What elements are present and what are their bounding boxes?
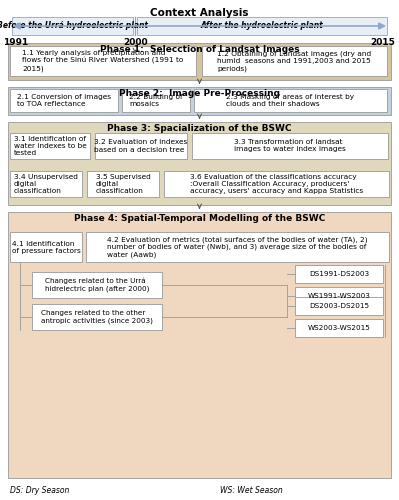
Text: After the hydroelectric plant: After the hydroelectric plant [201,22,324,30]
FancyBboxPatch shape [32,272,162,298]
Text: DS: Dry Season: DS: Dry Season [10,486,69,495]
FancyBboxPatch shape [194,89,387,112]
FancyBboxPatch shape [10,133,90,159]
Text: 3.2 Evaluation of indexes
based on a decision tree: 3.2 Evaluation of indexes based on a dec… [95,140,188,152]
FancyBboxPatch shape [32,304,162,330]
Text: 3.1 Identification of
water indexes to be
tested: 3.1 Identification of water indexes to b… [14,136,86,156]
Text: WS: Wet Season: WS: Wet Season [220,486,283,495]
FancyBboxPatch shape [137,17,387,35]
Text: Phase 1:  Selecction of Landsat Images: Phase 1: Selecction of Landsat Images [100,45,299,54]
Text: Before the Urrá hydroelectric plant: Before the Urrá hydroelectric plant [0,22,148,30]
Text: Context Analysis: Context Analysis [150,8,249,18]
Text: Phase 3: Spacialization of the BSWC: Phase 3: Spacialization of the BSWC [107,124,292,133]
FancyBboxPatch shape [10,46,196,76]
FancyBboxPatch shape [8,212,391,478]
FancyBboxPatch shape [95,133,187,159]
FancyBboxPatch shape [192,133,388,159]
FancyBboxPatch shape [295,287,383,305]
FancyBboxPatch shape [10,232,82,262]
Text: 2.1 Conversion of images
to TOA reflectance: 2.1 Conversion of images to TOA reflecta… [17,94,111,107]
Text: 1.1 Yearly analysis of precipitation and
flows for the Sinú River Watershed (199: 1.1 Yearly analysis of precipitation and… [22,50,184,72]
FancyBboxPatch shape [201,46,387,76]
Text: Changes related to the Urrá
hidrelectric plan (after 2000): Changes related to the Urrá hidrelectric… [45,278,149,292]
FancyBboxPatch shape [295,319,383,337]
Text: 4.1 Identification
of pressure factors: 4.1 Identification of pressure factors [12,240,80,254]
Text: DS1991-DS2003: DS1991-DS2003 [309,271,369,277]
Text: 1991: 1991 [3,38,29,47]
FancyBboxPatch shape [8,122,391,205]
FancyBboxPatch shape [10,89,118,112]
Text: 3.4 Unsupervised
digital
classification: 3.4 Unsupervised digital classification [14,174,78,194]
FancyBboxPatch shape [86,232,389,262]
Text: WS2003-WS2015: WS2003-WS2015 [308,325,370,331]
Text: DS2003-DS2015: DS2003-DS2015 [309,303,369,309]
FancyBboxPatch shape [8,87,391,115]
Text: 3.3 Transformation of landsat
images to water index images: 3.3 Transformation of landsat images to … [234,140,346,152]
FancyBboxPatch shape [164,171,389,197]
FancyBboxPatch shape [295,265,383,283]
Text: 3.6 Evaluation of the classifications accuracy
:Overall Classification Accuracy,: 3.6 Evaluation of the classifications ac… [190,174,363,194]
FancyBboxPatch shape [12,17,133,35]
Text: 1.2 Obtaining of Landsat images (dry and
humid  seasons and 1991,2003 and 2015
p: 1.2 Obtaining of Landsat images (dry and… [217,50,371,71]
FancyBboxPatch shape [8,43,391,80]
Text: 4.2 Evaluation of metrics (total surfaces of the bodies of water (TA), 2)
number: 4.2 Evaluation of metrics (total surface… [107,236,368,258]
Text: 2000: 2000 [123,38,147,47]
FancyBboxPatch shape [122,89,190,112]
Text: Changes related to the other
antropic activities (since 2003): Changes related to the other antropic ac… [41,310,153,324]
FancyBboxPatch shape [87,171,159,197]
Text: Phase 4: Spatial-Temporal Modelling of the BSWC: Phase 4: Spatial-Temporal Modelling of t… [74,214,325,223]
Text: Phase 2:  Image Pre-Processing: Phase 2: Image Pre-Processing [119,89,280,98]
Text: 2.2 Building of
mosaics: 2.2 Building of mosaics [129,94,183,107]
FancyBboxPatch shape [295,297,383,315]
Text: 2.3 Masking of areas of interest by
clouds and their shadows: 2.3 Masking of areas of interest by clou… [227,94,355,107]
Text: 2015: 2015 [371,38,395,47]
FancyBboxPatch shape [10,171,82,197]
Text: 3.5 Supervised
digital
classification: 3.5 Supervised digital classification [96,174,150,194]
Text: WS1991-WS2003: WS1991-WS2003 [308,293,370,299]
